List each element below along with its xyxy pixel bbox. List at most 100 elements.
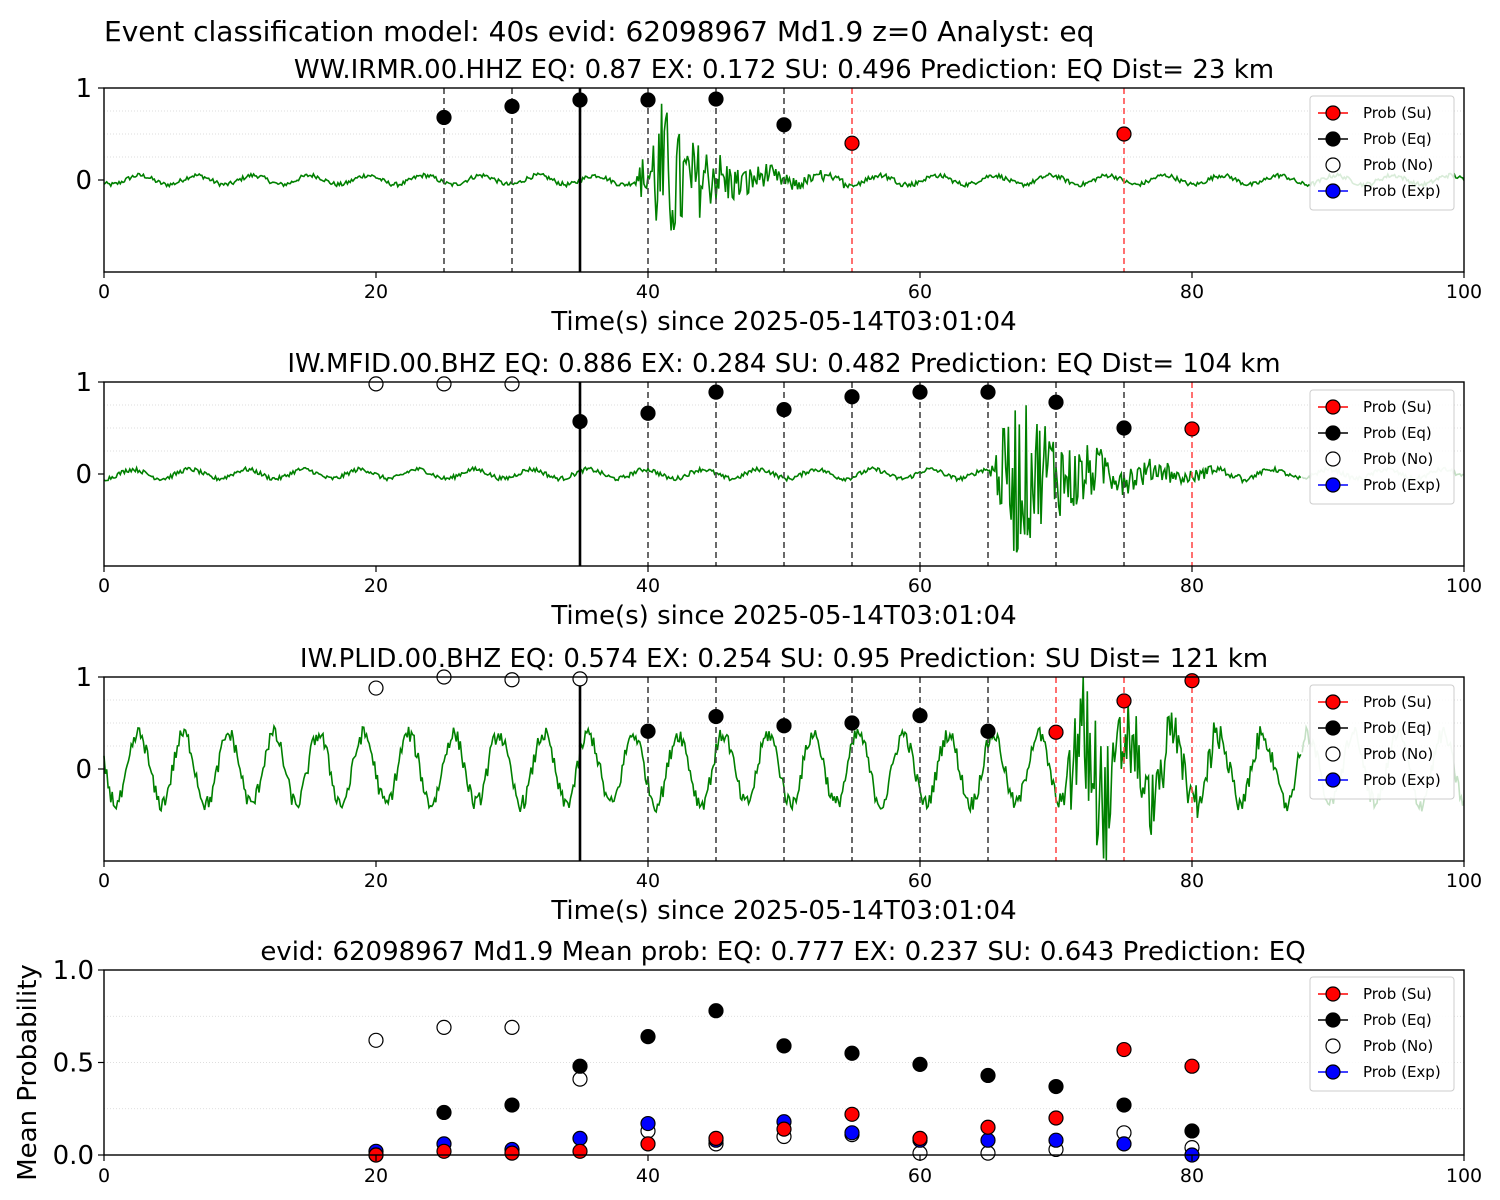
x-tick-label: 0 — [98, 281, 110, 303]
x-tick-label: 100 — [1446, 575, 1482, 597]
mean-prob-eq-point — [708, 1003, 724, 1019]
mean-prob-exp-point — [640, 1115, 656, 1132]
prob-no-point — [572, 671, 588, 687]
prob-eq-point — [640, 723, 656, 739]
y-tick-label: 1 — [75, 368, 92, 398]
prob-eq-point — [980, 384, 996, 400]
panel-3: IW.PLID.00.BHZ EQ: 0.574 EX: 0.254 SU: 0… — [75, 644, 1482, 926]
legend-marker — [1325, 746, 1341, 762]
legend-label: Prob (Su) — [1363, 985, 1432, 1003]
legend-marker — [1325, 477, 1341, 493]
mean-prob-eq-point — [844, 1045, 860, 1061]
mean-prob-exp-point — [844, 1125, 860, 1141]
panel-2: IW.MFID.00.BHZ EQ: 0.886 EX: 0.284 SU: 0… — [75, 349, 1482, 631]
x-tick-label: 100 — [1446, 870, 1482, 892]
legend-marker — [1325, 105, 1341, 121]
legend-marker — [1325, 772, 1341, 788]
legend-label: Prob (Eq) — [1363, 130, 1432, 148]
prob-su-point — [1048, 724, 1064, 740]
mean-prob-su-point — [1048, 1110, 1064, 1126]
mean-prob-no-point — [572, 1071, 588, 1087]
mean-prob-su-point — [572, 1143, 588, 1159]
mean-prob-su-point — [640, 1136, 656, 1152]
panel-title: WW.IRMR.00.HHZ EQ: 0.87 EX: 0.172 SU: 0.… — [294, 55, 1274, 85]
mean-prob-su-point — [708, 1130, 724, 1146]
legend-marker — [1325, 1038, 1341, 1054]
legend-label: Prob (Exp) — [1363, 182, 1441, 200]
mean-prob-no-point — [436, 1019, 452, 1035]
mean-prob-su-point — [436, 1143, 452, 1159]
legend-marker — [1325, 131, 1341, 147]
x-tick-label: 0 — [98, 870, 110, 892]
x-axis-label: Time(s) since 2025-05-14T03:01:04 — [550, 307, 1016, 337]
legend-label: Prob (Exp) — [1363, 1063, 1441, 1081]
prob-eq-point — [708, 384, 724, 400]
mean-prob-su-point — [504, 1145, 520, 1161]
mean-prob-exp-point — [1048, 1132, 1064, 1148]
legend-box — [1309, 684, 1455, 800]
mean-prob-eq-point — [504, 1097, 520, 1113]
mean-prob-eq-point — [776, 1038, 792, 1054]
waveform-trace — [103, 676, 1302, 861]
legend-marker — [1325, 986, 1341, 1002]
y-tick-label: 0.0 — [53, 1141, 94, 1171]
prob-eq-point — [844, 389, 860, 405]
x-tick-label: 40 — [636, 575, 660, 597]
prob-eq-point — [1116, 420, 1132, 436]
mean-prob-exp-point — [572, 1130, 588, 1146]
y-tick-label: 1 — [75, 663, 92, 693]
prob-eq-point — [912, 708, 928, 724]
prob-eq-point — [844, 715, 860, 731]
legend-box — [1309, 389, 1455, 505]
mean-prob-su-point — [776, 1121, 792, 1137]
prob-su-point — [1184, 421, 1200, 437]
panel-title: IW.PLID.00.BHZ EQ: 0.574 EX: 0.254 SU: 0… — [300, 644, 1268, 674]
waveform-trace — [103, 405, 1302, 553]
x-tick-label: 20 — [364, 575, 388, 597]
prob-su-point — [1184, 673, 1200, 689]
y-axis-label: Mean Probability — [13, 964, 43, 1181]
prob-eq-point — [912, 384, 928, 400]
legend-marker — [1325, 1012, 1341, 1028]
mean-prob-su-point — [1116, 1041, 1132, 1058]
x-tick-label: 40 — [636, 1165, 660, 1187]
legend-label: Prob (Eq) — [1363, 1011, 1432, 1029]
y-tick-label: 0 — [75, 755, 92, 785]
prob-eq-point — [640, 405, 656, 421]
legend-marker — [1325, 1064, 1341, 1080]
mean-prob-su-point — [980, 1119, 996, 1135]
x-tick-label: 60 — [908, 575, 932, 597]
legend-label: Prob (No) — [1363, 450, 1433, 468]
x-tick-label: 80 — [1180, 1165, 1204, 1187]
prob-eq-point — [572, 413, 588, 430]
prob-no-point — [368, 376, 384, 392]
mean-prob-exp-point — [980, 1132, 996, 1148]
y-tick-label: 1 — [75, 74, 92, 104]
legend-label: Prob (Eq) — [1363, 424, 1432, 442]
mean-prob-eq-point — [1184, 1123, 1200, 1139]
mean-prob-eq-point — [436, 1104, 452, 1121]
prob-eq-point — [1048, 394, 1064, 410]
mean-prob-su-point — [844, 1106, 860, 1122]
prob-eq-point — [776, 117, 792, 133]
prob-eq-point — [980, 723, 996, 739]
mean-prob-no-point — [368, 1032, 384, 1048]
prob-no-point — [436, 376, 452, 392]
x-tick-label: 80 — [1180, 575, 1204, 597]
summary-panel: evid: 62098967 Md1.9 Mean prob: EQ: 0.77… — [13, 937, 1482, 1187]
legend-marker — [1325, 183, 1341, 199]
prob-su-point — [844, 135, 860, 151]
summary-legend-box — [1309, 976, 1455, 1092]
y-tick-label: 1.0 — [53, 956, 94, 986]
prob-eq-point — [572, 92, 588, 108]
legend-box — [1309, 95, 1455, 211]
summary-axes: evid: 62098967 Md1.9 Mean prob: EQ: 0.77… — [13, 937, 1482, 1187]
mean-prob-eq-point — [1116, 1097, 1132, 1113]
prob-eq-point — [436, 109, 452, 126]
prob-su-point — [1116, 126, 1132, 142]
mean-prob-su-point — [912, 1130, 928, 1146]
x-tick-label: 0 — [98, 1165, 110, 1187]
prob-eq-point — [640, 92, 656, 108]
